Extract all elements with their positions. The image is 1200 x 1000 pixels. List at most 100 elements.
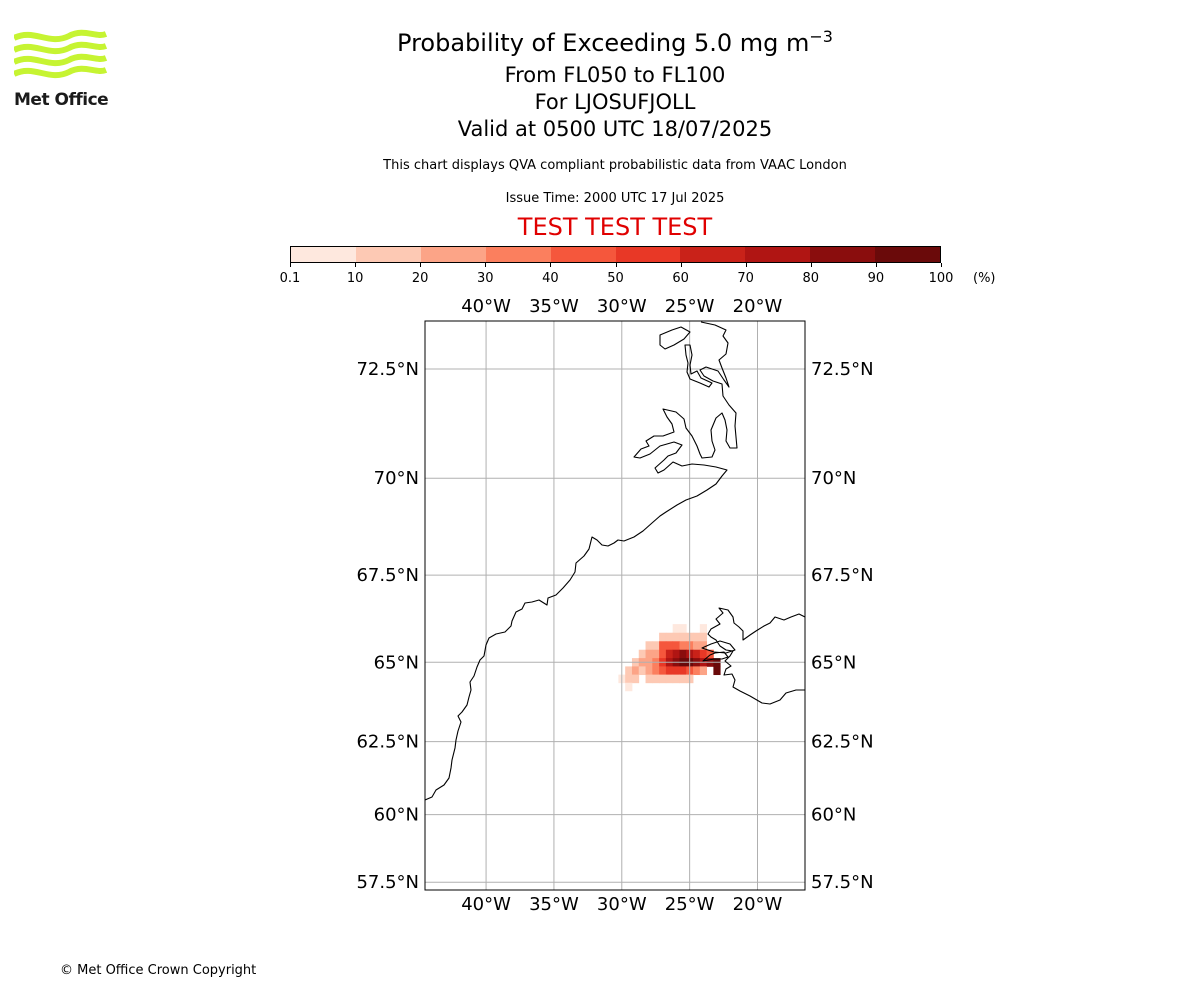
colorbar-tick-label: 40 [542, 271, 559, 286]
flight-level-range: From FL050 to FL100 [504, 63, 726, 87]
probability-cell [652, 641, 660, 651]
lon-label-bottom: 40°W [461, 894, 511, 915]
colorbar-unit: (%) [973, 271, 996, 286]
probability-cell [652, 674, 660, 684]
probability-cell [713, 666, 721, 676]
probability-cell [665, 649, 674, 659]
colorbar-cell-1 [355, 247, 421, 262]
lat-label-left: 70°N [374, 468, 419, 489]
colorbar-tick-mark [875, 263, 877, 267]
logo-wave-1 [12, 29, 108, 43]
probability-cell [638, 649, 646, 659]
colorbar-tick-label: 50 [607, 271, 624, 286]
lon-label-top: 35°W [529, 296, 579, 317]
coastline-greenland [425, 321, 738, 801]
probability-cell [693, 632, 701, 642]
lat-label-left: 72.5°N [356, 359, 419, 380]
probability-cell [693, 666, 701, 676]
colorbar-cell-6 [680, 247, 746, 262]
colorbar [290, 246, 941, 263]
colorbar-cell-3 [485, 247, 551, 262]
colorbar-tick-label: 80 [802, 271, 820, 286]
probability-cell [679, 624, 687, 634]
probability-cell [665, 666, 674, 676]
probability-cell [659, 666, 667, 676]
colorbar-tick-mark [420, 263, 422, 267]
coastline-greenland-inlet [684, 344, 713, 388]
test-banner: TEST TEST TEST [517, 213, 713, 241]
colorbar-tick-label: 60 [672, 271, 689, 286]
probability-cell [679, 666, 687, 676]
colorbar-tick-mark [485, 263, 487, 267]
probability-cell [672, 674, 680, 684]
met-office-logo: Met Office [12, 28, 109, 113]
probability-cell [638, 666, 646, 676]
logo-wave-4 [12, 65, 108, 79]
lat-label-right: 60°N [811, 805, 856, 826]
probability-cell [645, 649, 653, 659]
colorbar-tick-mark [680, 263, 682, 267]
lon-label-bottom: 35°W [529, 894, 579, 915]
probability-cell [679, 649, 687, 659]
colorbar-tick-mark [745, 263, 747, 267]
met-office-wave-icon [12, 29, 108, 79]
colorbar-tick-mark [810, 263, 812, 267]
probability-cell [699, 632, 708, 642]
lat-label-right: 65°N [811, 652, 856, 673]
probability-cell [679, 632, 687, 642]
title-exponent: −3 [809, 27, 833, 46]
lon-label-bottom: 20°W [733, 894, 783, 915]
probability-cell [699, 624, 708, 634]
lon-label-top: 20°W [733, 296, 783, 317]
probability-cell [625, 666, 633, 676]
colorbar-cell-5 [615, 247, 681, 262]
probability-cell [665, 674, 674, 684]
probability-cell [659, 641, 667, 651]
colorbar-tick-label: 90 [867, 271, 885, 286]
lon-label-top: 30°W [597, 296, 647, 317]
probability-cell [631, 666, 640, 676]
probability-cell [645, 674, 653, 684]
lat-label-left: 62.5°N [356, 732, 419, 753]
title-main-text: Probability of Exceeding 5.0 mg m [397, 29, 810, 57]
probability-cell [699, 666, 708, 676]
colorbar-tick-label: 10 [346, 271, 364, 286]
colorbar-cell-2 [420, 247, 486, 262]
probability-cell [665, 632, 674, 642]
lat-label-left: 60°N [374, 805, 419, 826]
lon-label-bottom: 25°W [665, 894, 715, 915]
colorbar-tick-label: 30 [477, 271, 494, 286]
colorbar-tick-mark [355, 263, 357, 267]
probability-cell [693, 649, 701, 659]
colorbar-tick-label: 20 [411, 271, 429, 286]
probability-cell [672, 666, 680, 676]
colorbar-tick-mark [290, 263, 291, 267]
coastline-greenland-inlet-2 [659, 326, 691, 350]
probability-cell [645, 641, 653, 651]
colorbar-tick-mark [550, 263, 552, 267]
lon-label-top: 40°W [461, 296, 511, 317]
logo-wave-2 [12, 41, 108, 55]
copyright-text: © Met Office Crown Copyright [60, 963, 257, 978]
lat-label-right: 67.5°N [811, 565, 874, 586]
map-frame [424, 320, 806, 891]
lon-label-bottom: 30°W [597, 894, 647, 915]
lat-label-left: 65°N [374, 652, 419, 673]
issue-time: Issue Time: 2000 UTC 17 Jul 2025 [505, 191, 725, 206]
chart-subtitle: This chart displays QVA compliant probab… [383, 158, 847, 173]
probability-cell [645, 666, 653, 676]
colorbar-cell-9 [875, 247, 941, 262]
probability-cell [652, 649, 660, 659]
probability-cell [659, 649, 667, 659]
colorbar-tick-mark [615, 263, 617, 267]
valid-time: Valid at 0500 UTC 18/07/2025 [457, 117, 773, 141]
probability-cell [672, 649, 680, 659]
probability-cell [672, 632, 680, 642]
lat-label-right: 57.5°N [811, 872, 874, 893]
location-label: For LJOSUFJOLL [534, 90, 696, 114]
probability-cell [659, 632, 667, 642]
colorbar-cell-8 [810, 247, 876, 262]
chart-title: Probability of Exceeding 5.0 mg m−3 [0, 27, 1200, 57]
probability-cell [693, 641, 701, 651]
